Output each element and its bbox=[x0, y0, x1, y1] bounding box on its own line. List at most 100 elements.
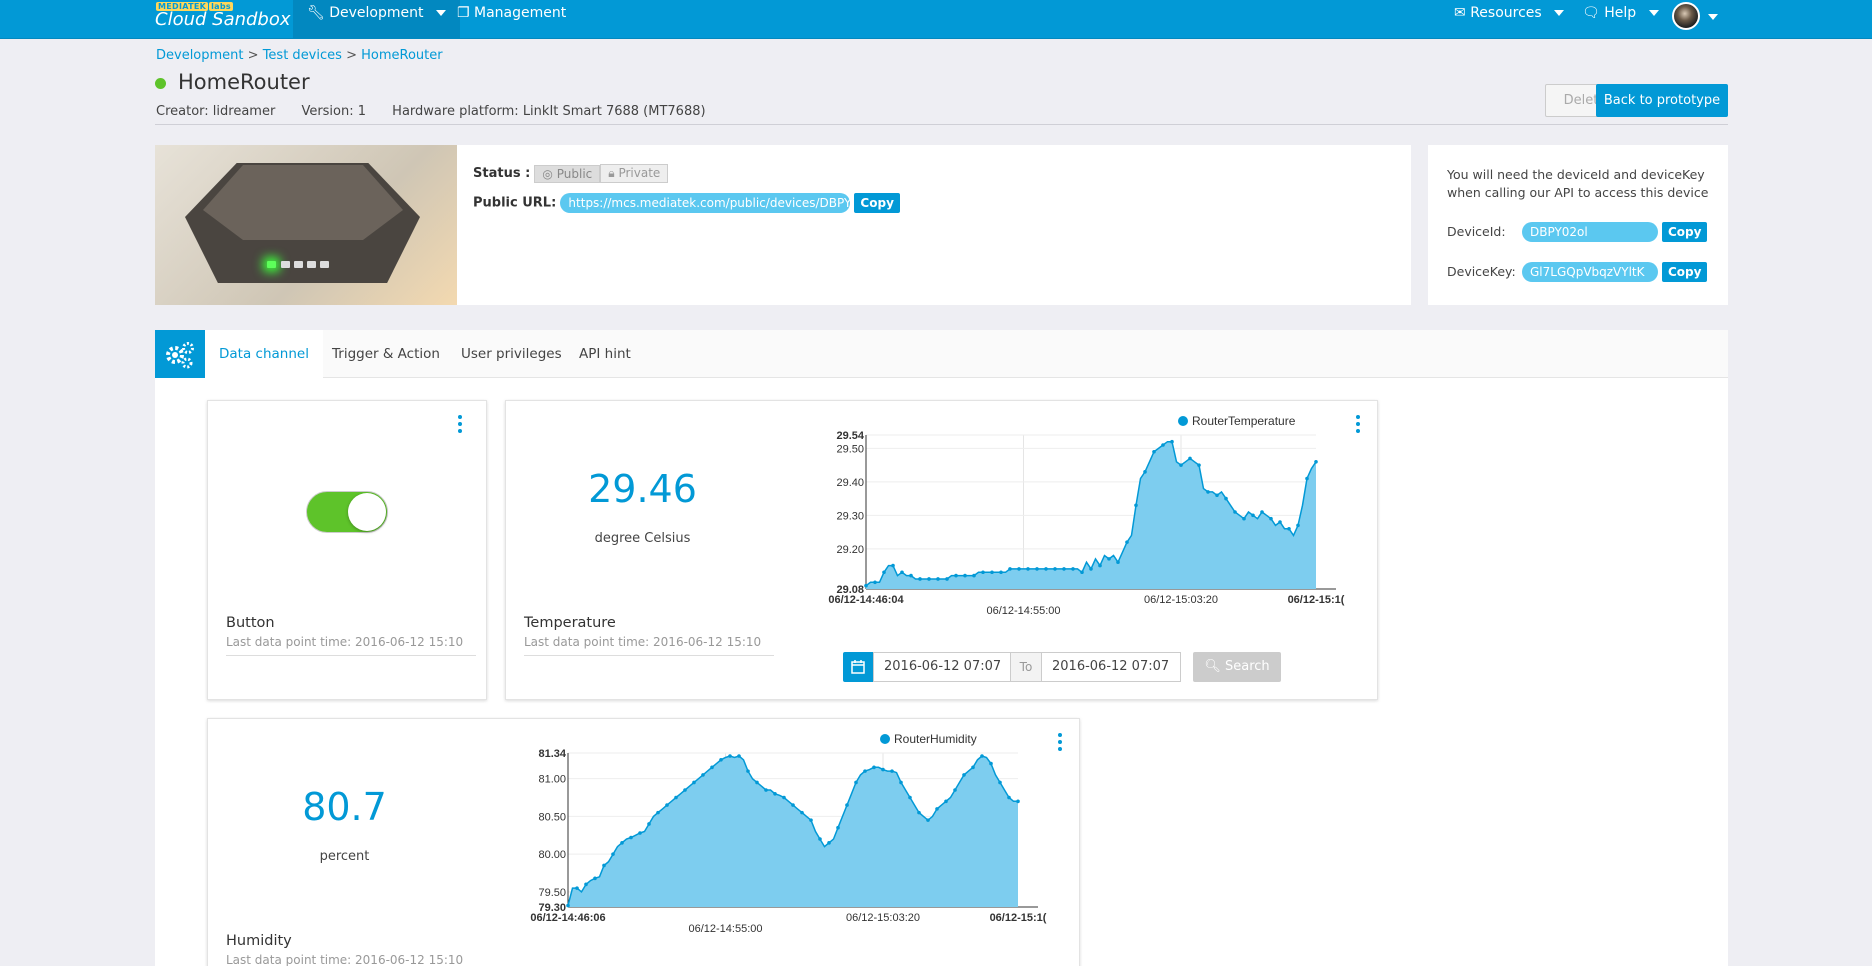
tab-data-channel[interactable]: Data channel bbox=[205, 330, 323, 378]
temperature-channel-card: 29.46 degree Celsius Temperature Last da… bbox=[505, 400, 1378, 700]
date-to-input[interactable]: 2016-06-12 07:07 bbox=[1041, 652, 1181, 682]
data-point bbox=[1134, 503, 1138, 508]
data-point bbox=[900, 570, 904, 575]
copy-device-key-button[interactable]: Copy bbox=[1662, 262, 1708, 282]
toggle-knob bbox=[348, 493, 386, 531]
x-tick-label: 06/12-14:46:06 bbox=[530, 912, 605, 924]
user-menu-chevron-icon[interactable] bbox=[1708, 14, 1718, 20]
nav-development[interactable]: 🔧︎ Development bbox=[293, 0, 460, 39]
data-point bbox=[989, 761, 993, 766]
globe-icon: ◎ bbox=[542, 166, 553, 181]
data-point bbox=[899, 780, 903, 785]
search-button[interactable]: 🔍︎ Search bbox=[1193, 652, 1281, 682]
copy-device-id-button[interactable]: Copy bbox=[1662, 222, 1708, 242]
router-led bbox=[281, 261, 290, 268]
router-top bbox=[203, 165, 403, 240]
data-point bbox=[926, 818, 930, 822]
breadcrumb-development[interactable]: Development bbox=[156, 48, 244, 63]
device-id-row: DeviceId: DBPY02ol Copy bbox=[1447, 222, 1708, 242]
search-button-label: Search bbox=[1224, 659, 1270, 674]
data-point bbox=[584, 882, 588, 887]
y-tick-label: 80.50 bbox=[538, 811, 566, 823]
button-toggle-switch[interactable] bbox=[306, 491, 388, 533]
device-version: Version: 1 bbox=[301, 104, 367, 119]
data-point bbox=[593, 876, 597, 881]
date-from-input[interactable]: 2016-06-12 07:07 bbox=[873, 652, 1011, 682]
data-point bbox=[980, 754, 984, 758]
data-point bbox=[566, 903, 570, 908]
data-point bbox=[818, 837, 822, 841]
data-point bbox=[611, 852, 615, 856]
copy-url-button[interactable]: Copy bbox=[854, 193, 900, 213]
data-point bbox=[710, 765, 714, 770]
user-avatar[interactable] bbox=[1672, 2, 1700, 30]
data-point bbox=[944, 799, 948, 804]
data-point bbox=[665, 803, 669, 807]
data-point bbox=[1251, 513, 1255, 518]
date-range-row: 2016-06-12 07:07 To 2016-06-12 07:07 🔍︎ … bbox=[843, 652, 1283, 682]
public-url-field[interactable]: https://mcs.mediatek.com/public/devices/… bbox=[560, 193, 851, 213]
back-to-prototype-button[interactable]: Back to prototype bbox=[1596, 84, 1728, 117]
status-public-toggle[interactable]: ◎ Public bbox=[534, 164, 601, 183]
data-point bbox=[990, 570, 994, 575]
nav-resources[interactable]: ✉ Resources bbox=[1440, 0, 1578, 39]
tab-trigger-action[interactable]: Trigger & Action bbox=[332, 346, 440, 362]
button-last-time: Last data point time: 2016-06-12 15:10 bbox=[226, 635, 476, 656]
data-point bbox=[981, 570, 985, 575]
tab-api-hint[interactable]: API hint bbox=[579, 346, 631, 362]
data-point bbox=[656, 810, 660, 815]
data-point bbox=[1026, 567, 1030, 571]
more-options-icon[interactable] bbox=[458, 415, 462, 433]
data-point bbox=[683, 788, 687, 792]
data-point bbox=[890, 769, 894, 773]
data-point bbox=[1233, 510, 1237, 514]
data-point bbox=[954, 573, 958, 578]
button-channel-title: Button bbox=[226, 615, 275, 631]
data-point bbox=[719, 757, 723, 762]
humidity-channel-card: 80.7 percent Humidity Last data point ti… bbox=[207, 718, 1080, 966]
data-point bbox=[927, 577, 931, 581]
data-point bbox=[836, 825, 840, 830]
device-creator: Creator: lidreamer bbox=[156, 104, 276, 119]
x-tick-label: 06/12-15:1( bbox=[990, 912, 1047, 924]
app-logo[interactable]: MEDIATEK labs Cloud Sandbox bbox=[155, 2, 291, 30]
more-options-icon[interactable] bbox=[1058, 733, 1062, 751]
data-point bbox=[755, 780, 759, 785]
series-area bbox=[568, 756, 1018, 907]
x-tick-label: 06/12-14:55:00 bbox=[986, 605, 1060, 617]
data-point bbox=[638, 831, 642, 835]
breadcrumb-test-devices[interactable]: Test devices bbox=[262, 48, 342, 63]
y-tick-label: 79.30 bbox=[538, 902, 566, 914]
app-name: Cloud Sandbox bbox=[155, 9, 291, 30]
data-point bbox=[1296, 523, 1300, 528]
device-meta: Creator: lidreamer Version: 1 Hardware p… bbox=[156, 104, 728, 119]
search-icon: 🔍︎ bbox=[1204, 659, 1221, 674]
data-point bbox=[1053, 567, 1057, 571]
top-navbar: MEDIATEK labs Cloud Sandbox 🔧︎ Developmen… bbox=[0, 0, 1872, 39]
x-tick-label: 06/12-14:55:00 bbox=[688, 923, 762, 935]
data-point bbox=[918, 577, 922, 581]
x-tick-label: 06/12-14:46:04 bbox=[828, 594, 904, 606]
data-point bbox=[1206, 490, 1210, 494]
calendar-icon[interactable] bbox=[843, 652, 873, 682]
breadcrumb-current[interactable]: HomeRouter bbox=[361, 48, 443, 63]
device-key-field[interactable]: Gl7LGQpVbqzVYltK bbox=[1522, 262, 1658, 282]
device-id-field[interactable]: DBPY02ol bbox=[1522, 222, 1658, 242]
nav-resources-label: Resources bbox=[1470, 5, 1542, 21]
gears-icon bbox=[155, 330, 205, 379]
more-options-icon[interactable] bbox=[1356, 415, 1360, 433]
data-point bbox=[1089, 567, 1093, 571]
nav-management[interactable]: ❐ Management bbox=[443, 0, 580, 39]
device-name: HomeRouter bbox=[178, 70, 310, 94]
brand-badge: labs bbox=[209, 2, 233, 11]
chevron-down-icon bbox=[1554, 10, 1565, 16]
status-private-toggle[interactable]: 🔒︎ Private bbox=[600, 164, 669, 183]
tab-user-privileges[interactable]: User privileges bbox=[461, 346, 562, 362]
nav-help[interactable]: 🗨︎ Help bbox=[1568, 0, 1673, 39]
device-keys-card: You will need the deviceId and deviceKey… bbox=[1428, 145, 1728, 305]
router-led bbox=[307, 261, 316, 268]
router-led bbox=[320, 261, 329, 268]
data-point bbox=[1305, 476, 1309, 481]
data-point bbox=[1044, 567, 1048, 571]
data-point bbox=[1107, 557, 1111, 561]
